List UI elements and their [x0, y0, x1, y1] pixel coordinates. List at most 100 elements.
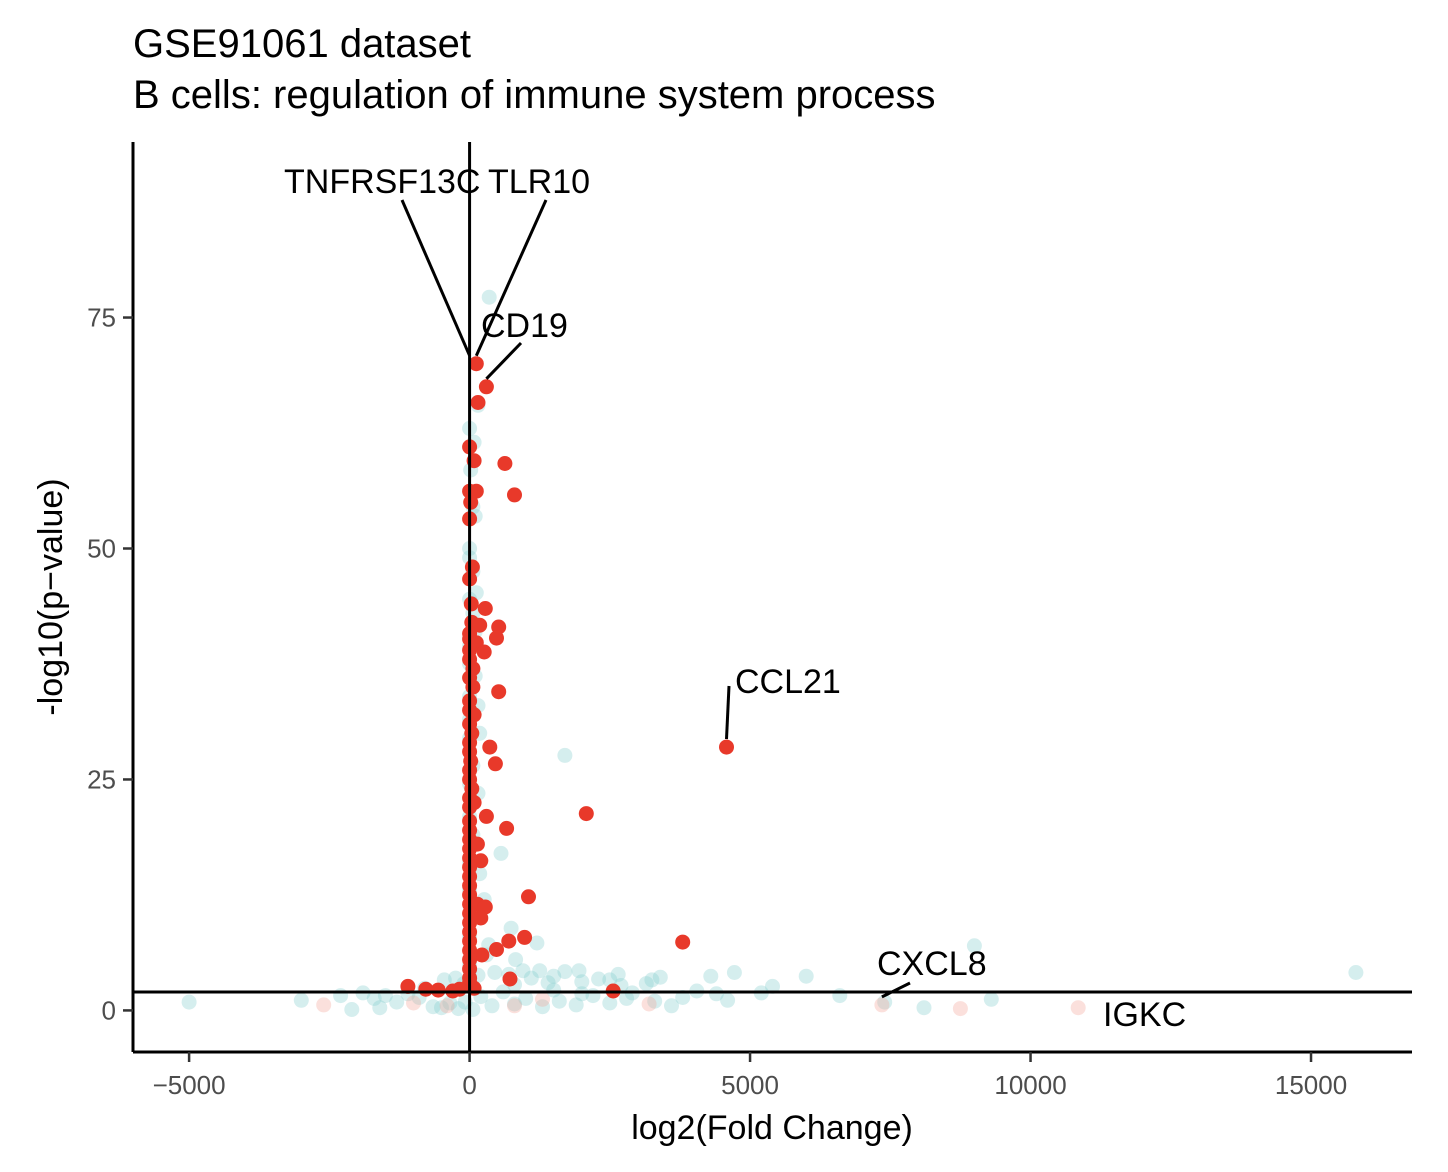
significant-points — [400, 356, 734, 999]
non-significant-point — [720, 992, 736, 1008]
non-significant-point — [557, 964, 573, 980]
significant-point — [473, 853, 489, 869]
non-significant-point — [557, 747, 573, 763]
significant-point — [517, 929, 533, 945]
gene-label-connector — [400, 199, 471, 357]
gene-label-connector — [485, 341, 523, 380]
non-significant-point — [366, 990, 382, 1006]
non-significant-point — [493, 845, 509, 861]
x-axis-title: log2(Fold Change) — [631, 1109, 913, 1147]
x-tick-label: 15000 — [1275, 1070, 1347, 1100]
non-significant-point — [675, 990, 691, 1005]
gene-label: TLR10 — [488, 163, 590, 201]
non-significant-point — [181, 994, 197, 1010]
faint-point — [641, 996, 657, 1012]
non-significant-point — [966, 938, 982, 954]
non-significant-point — [487, 965, 503, 980]
significant-point — [473, 910, 489, 926]
y-axis-ticks: 0 25 50 75 — [87, 303, 133, 1025]
y-tick-label: 0 — [102, 995, 116, 1025]
significant-point — [430, 982, 446, 998]
non-significant-point — [708, 986, 724, 1002]
non-significant-point — [535, 999, 550, 1015]
x-axis-ticks: −5000 0 5000 10000 15000 — [153, 1052, 1347, 1100]
chart-subtitle: B cells: regulation of immune system pro… — [133, 73, 936, 117]
x-tick-label: 0 — [462, 1070, 476, 1100]
non-significant-point — [568, 997, 584, 1013]
significant-point — [502, 971, 518, 987]
non-significant-point — [877, 994, 893, 1010]
non-significant-point — [425, 999, 441, 1015]
non-significant-point — [1348, 965, 1364, 980]
non-significant-point — [574, 986, 590, 1002]
faint-point — [952, 1001, 968, 1017]
faint-point — [316, 997, 332, 1013]
significant-point — [489, 942, 504, 957]
significant-point — [487, 756, 503, 772]
significant-point — [497, 456, 513, 471]
non-significant-point — [585, 988, 601, 1004]
y-axis-title: -log10(p−value) — [32, 478, 70, 715]
significant-point — [491, 684, 507, 700]
non-significant-point — [529, 935, 545, 951]
non-significant-point — [481, 289, 497, 305]
non-significant-point — [507, 996, 522, 1012]
non-significant-point — [798, 968, 814, 984]
non-significant-point — [664, 998, 679, 1014]
non-significant-point — [647, 993, 663, 1009]
significant-point — [578, 806, 594, 822]
gene-label-connector — [474, 199, 548, 357]
significant-point — [675, 934, 691, 950]
non-significant-point — [644, 972, 660, 988]
non-significant-point — [333, 988, 349, 1004]
significant-point — [477, 601, 493, 616]
non-significant-point — [571, 963, 587, 979]
gene-label-connector — [725, 685, 731, 740]
non-significant-point — [916, 1000, 932, 1016]
significant-point — [491, 619, 507, 635]
non-significant-point — [503, 920, 519, 936]
non-significant-point — [832, 988, 848, 1004]
gene-label: CD19 — [481, 307, 568, 345]
non-significant-point — [983, 991, 999, 1007]
non-significant-point — [344, 1002, 360, 1017]
faint-point — [874, 997, 890, 1013]
gene-label: CCL21 — [735, 663, 841, 701]
y-tick-label: 25 — [87, 764, 116, 794]
x-tick-label: 10000 — [994, 1070, 1066, 1100]
significant-point — [474, 947, 490, 963]
gene-label: TNFRSF13C — [284, 163, 480, 201]
non-significant-point — [450, 1001, 466, 1017]
significant-point — [476, 644, 492, 660]
non-significant-point — [442, 995, 458, 1011]
non-significant-point — [508, 952, 524, 968]
non-significant-point — [293, 992, 309, 1008]
non-significant-point — [619, 990, 635, 1006]
non-significant-point — [518, 990, 534, 1006]
faint-point — [535, 991, 550, 1007]
non-significant-point — [591, 971, 607, 987]
gene-label-connector — [881, 981, 911, 999]
non-significant-point — [389, 994, 405, 1010]
significant-point — [468, 356, 484, 372]
faint-point — [406, 995, 421, 1011]
faint-red-points — [316, 991, 1086, 1017]
y-tick-label: 75 — [87, 303, 116, 333]
non-significant-point — [372, 1000, 388, 1016]
significant-point — [470, 395, 486, 410]
non-significant-point — [532, 963, 548, 979]
non-significant-point — [546, 968, 562, 984]
significant-point — [719, 739, 734, 755]
non-significant-point — [726, 965, 742, 980]
non-significant-point — [574, 974, 590, 990]
significant-point — [400, 978, 416, 994]
gene-labels: TNFRSF13C TLR10 CD19 CCL21 CXCL8 IGKC — [284, 163, 1186, 1034]
significant-point — [499, 820, 515, 836]
significant-point — [472, 617, 488, 633]
non-significant-point — [602, 995, 618, 1011]
chart-title: GSE91061 dataset — [133, 22, 471, 66]
non-significant-point — [523, 970, 539, 986]
x-tick-label: 5000 — [721, 1070, 779, 1100]
faint-point — [1070, 1000, 1086, 1016]
